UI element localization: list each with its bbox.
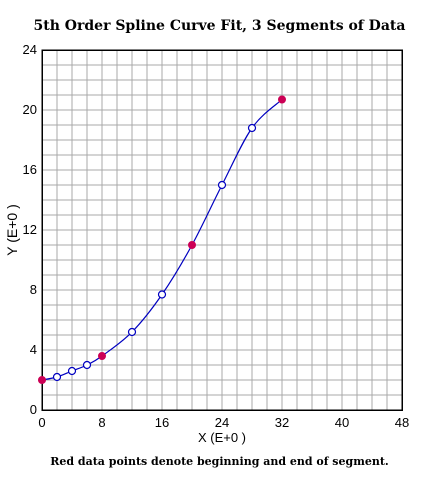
segment-endpoint-point bbox=[38, 376, 46, 384]
data-point bbox=[217, 180, 227, 190]
data-point bbox=[82, 360, 92, 370]
x-tick-label: 24 bbox=[215, 415, 229, 430]
y-tick-label: 24 bbox=[23, 42, 37, 57]
x-tick-label: 0 bbox=[38, 415, 45, 430]
segment-endpoint-point bbox=[278, 95, 286, 104]
x-tick-label: 48 bbox=[395, 415, 409, 430]
y-tick-label: 16 bbox=[23, 162, 37, 177]
data-point bbox=[157, 290, 167, 299]
y-axis-label: Y (E+0 ) bbox=[4, 204, 20, 256]
data-point bbox=[127, 327, 137, 337]
x-tick-label: 8 bbox=[98, 415, 105, 430]
x-tick-label: 40 bbox=[335, 415, 349, 430]
chart-footnote: Red data points denote beginning and end… bbox=[50, 455, 389, 468]
segment-endpoint-point bbox=[98, 352, 106, 360]
y-tick-label: 8 bbox=[30, 282, 37, 297]
data-point bbox=[52, 372, 62, 382]
chart-title: 5th Order Spline Curve Fit, 3 Segments o… bbox=[33, 18, 406, 34]
segment-endpoint-point bbox=[188, 241, 196, 249]
y-tick-label: 4 bbox=[30, 342, 37, 357]
x-tick-label: 32 bbox=[275, 415, 289, 430]
plot-frame bbox=[41, 49, 403, 411]
y-tick-label: 12 bbox=[23, 222, 37, 237]
data-point bbox=[247, 123, 257, 133]
y-tick-label: 20 bbox=[23, 102, 37, 117]
y-tick-label: 0 bbox=[30, 402, 37, 417]
x-axis-label: X (E+0 ) bbox=[197, 430, 247, 445]
x-tick-label: 16 bbox=[155, 415, 169, 430]
data-point bbox=[67, 366, 77, 376]
